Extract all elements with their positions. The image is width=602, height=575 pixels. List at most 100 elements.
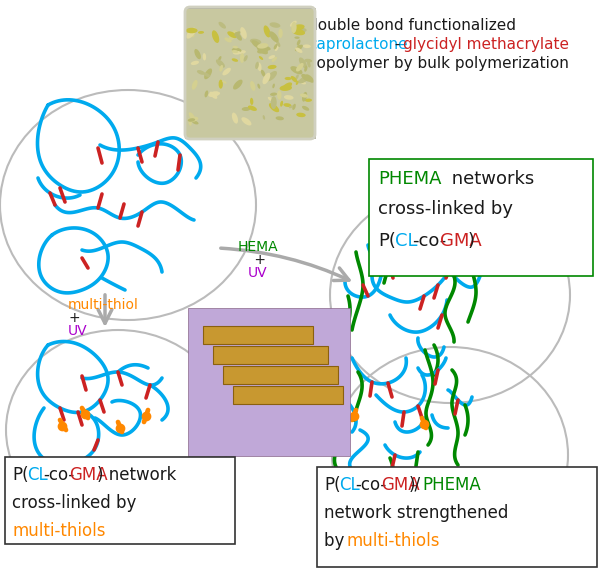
Ellipse shape bbox=[209, 91, 217, 99]
Ellipse shape bbox=[252, 40, 261, 48]
Ellipse shape bbox=[270, 93, 277, 96]
Ellipse shape bbox=[304, 66, 308, 72]
Ellipse shape bbox=[256, 46, 268, 54]
FancyBboxPatch shape bbox=[233, 386, 343, 404]
Ellipse shape bbox=[188, 117, 198, 122]
Text: UV: UV bbox=[68, 324, 88, 338]
Ellipse shape bbox=[295, 47, 302, 53]
Ellipse shape bbox=[289, 105, 293, 108]
Ellipse shape bbox=[270, 22, 281, 28]
Ellipse shape bbox=[240, 27, 247, 39]
Ellipse shape bbox=[267, 71, 277, 81]
Ellipse shape bbox=[296, 63, 303, 71]
Ellipse shape bbox=[222, 81, 226, 84]
Ellipse shape bbox=[276, 41, 281, 47]
Ellipse shape bbox=[296, 81, 299, 85]
Ellipse shape bbox=[234, 31, 240, 36]
Ellipse shape bbox=[232, 50, 238, 53]
Ellipse shape bbox=[242, 107, 250, 111]
Ellipse shape bbox=[192, 121, 199, 124]
Text: multi-thiols: multi-thiols bbox=[12, 522, 105, 540]
Text: GMA: GMA bbox=[69, 466, 108, 484]
Text: by: by bbox=[324, 532, 350, 550]
Ellipse shape bbox=[232, 48, 241, 52]
Ellipse shape bbox=[219, 22, 226, 29]
Text: copolymer by bulk polymerization: copolymer by bulk polymerization bbox=[308, 56, 569, 71]
Ellipse shape bbox=[205, 90, 208, 97]
FancyBboxPatch shape bbox=[203, 326, 313, 344]
Ellipse shape bbox=[264, 25, 270, 37]
Ellipse shape bbox=[278, 29, 283, 38]
Text: double bond functionalized: double bond functionalized bbox=[308, 18, 516, 33]
Ellipse shape bbox=[188, 112, 195, 120]
Ellipse shape bbox=[303, 76, 308, 82]
Ellipse shape bbox=[240, 53, 244, 63]
Ellipse shape bbox=[268, 65, 276, 69]
Ellipse shape bbox=[274, 44, 278, 49]
Ellipse shape bbox=[257, 48, 268, 53]
Ellipse shape bbox=[213, 92, 220, 96]
Text: network strengthened: network strengthened bbox=[324, 504, 508, 522]
Ellipse shape bbox=[299, 58, 307, 68]
Ellipse shape bbox=[296, 113, 306, 117]
Ellipse shape bbox=[232, 58, 238, 62]
Ellipse shape bbox=[250, 98, 253, 105]
Ellipse shape bbox=[232, 113, 238, 124]
Ellipse shape bbox=[248, 105, 257, 111]
Ellipse shape bbox=[297, 45, 301, 52]
Text: multi-thiol: multi-thiol bbox=[68, 298, 139, 312]
Ellipse shape bbox=[192, 80, 197, 90]
Ellipse shape bbox=[218, 56, 222, 61]
Ellipse shape bbox=[233, 79, 243, 90]
Ellipse shape bbox=[294, 36, 300, 39]
Ellipse shape bbox=[259, 56, 263, 60]
Text: P(: P( bbox=[12, 466, 28, 484]
Text: cross-linked by: cross-linked by bbox=[12, 494, 137, 512]
Ellipse shape bbox=[203, 72, 210, 77]
Text: P(: P( bbox=[324, 476, 341, 494]
FancyBboxPatch shape bbox=[317, 467, 597, 567]
Ellipse shape bbox=[277, 90, 282, 100]
Ellipse shape bbox=[219, 65, 223, 72]
Ellipse shape bbox=[219, 79, 223, 89]
Ellipse shape bbox=[258, 83, 260, 89]
Text: ): ) bbox=[468, 232, 475, 250]
Ellipse shape bbox=[225, 37, 232, 43]
Ellipse shape bbox=[282, 82, 292, 90]
Bar bbox=[185, 8, 315, 138]
Text: UV: UV bbox=[248, 266, 268, 280]
Ellipse shape bbox=[271, 96, 277, 109]
Ellipse shape bbox=[285, 77, 291, 80]
Ellipse shape bbox=[297, 28, 306, 32]
Bar bbox=[188, 308, 350, 456]
Ellipse shape bbox=[300, 82, 306, 85]
Ellipse shape bbox=[302, 106, 309, 111]
Ellipse shape bbox=[284, 103, 291, 107]
Text: -co-: -co- bbox=[412, 232, 446, 250]
FancyBboxPatch shape bbox=[213, 346, 328, 364]
Ellipse shape bbox=[204, 68, 212, 79]
Ellipse shape bbox=[222, 68, 231, 75]
Text: caprolactone: caprolactone bbox=[308, 37, 408, 52]
Ellipse shape bbox=[300, 94, 308, 98]
Ellipse shape bbox=[276, 116, 284, 120]
Ellipse shape bbox=[279, 85, 292, 91]
Text: HEMA: HEMA bbox=[238, 240, 278, 254]
Ellipse shape bbox=[292, 104, 296, 110]
Ellipse shape bbox=[304, 59, 312, 63]
Ellipse shape bbox=[257, 43, 268, 49]
Ellipse shape bbox=[284, 95, 294, 99]
Ellipse shape bbox=[290, 21, 297, 26]
Text: cross-linked by: cross-linked by bbox=[378, 200, 513, 218]
Ellipse shape bbox=[212, 30, 219, 43]
Ellipse shape bbox=[232, 46, 238, 48]
Ellipse shape bbox=[262, 72, 270, 85]
Ellipse shape bbox=[262, 115, 265, 120]
Ellipse shape bbox=[291, 24, 305, 31]
Ellipse shape bbox=[297, 40, 300, 45]
Ellipse shape bbox=[272, 57, 277, 62]
Ellipse shape bbox=[269, 103, 279, 112]
Ellipse shape bbox=[275, 42, 279, 51]
Ellipse shape bbox=[230, 30, 237, 39]
Text: CL: CL bbox=[395, 232, 418, 250]
